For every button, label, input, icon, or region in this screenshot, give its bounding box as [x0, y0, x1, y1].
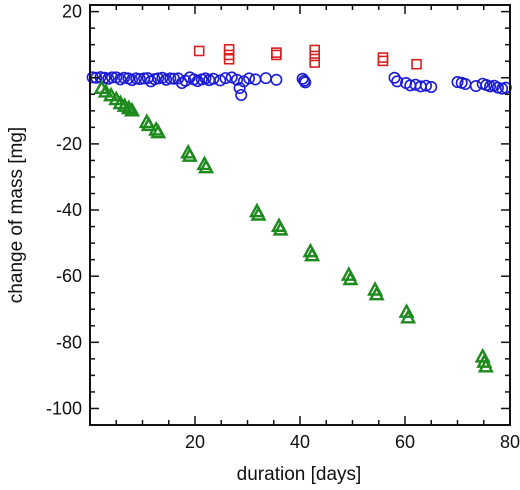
- circle-marker: [270, 73, 283, 86]
- circle-marker: [207, 72, 220, 85]
- square-marker: [271, 47, 282, 58]
- circle-marker: [152, 72, 165, 85]
- triangle-marker: [250, 205, 267, 221]
- triangle-marker: [400, 308, 417, 324]
- triangle-marker: [150, 123, 167, 139]
- axes: 20 40 60 80 20 -20 -40 -60 -80 -100: [46, 2, 520, 452]
- square-marker: [309, 50, 321, 62]
- y-tick-label: -60: [56, 266, 82, 286]
- x-tick-label: 60: [395, 432, 415, 452]
- circle-marker: [243, 72, 256, 85]
- plot-frame: [89, 4, 511, 426]
- circle-marker: [106, 71, 119, 84]
- circle-marker: [118, 71, 131, 84]
- y-tick-label: -80: [56, 332, 82, 352]
- circle-marker: [164, 72, 177, 85]
- circle-marker: [299, 76, 312, 89]
- square-marker: [271, 49, 282, 61]
- y-axis-label: change of mass [mg]: [6, 127, 27, 303]
- y-tick-label: 20: [62, 2, 82, 22]
- circle-marker: [259, 72, 272, 85]
- square-marker: [309, 44, 321, 56]
- square-marker: [377, 52, 389, 63]
- circle-marker: [235, 88, 248, 101]
- square-marker: [309, 57, 321, 68]
- x-tick-label: 40: [290, 432, 310, 452]
- square-marker: [377, 55, 389, 67]
- square-marker: [223, 44, 235, 55]
- square-marker: [223, 53, 235, 65]
- circle-marker: [231, 73, 244, 86]
- triangle-marker: [198, 158, 215, 174]
- circle-marker: [133, 73, 146, 86]
- triangle-marker: [304, 246, 321, 262]
- circle-marker: [451, 76, 464, 89]
- square-marker: [193, 45, 205, 57]
- circle-marker: [469, 80, 482, 93]
- circle-marker: [425, 81, 438, 94]
- square-marker: [411, 58, 422, 70]
- y-tick-label: -100: [46, 398, 82, 418]
- y-tick-label: -20: [56, 134, 82, 154]
- triangle-marker: [140, 116, 157, 132]
- triangle-marker: [477, 357, 494, 373]
- triangle-marker: [102, 86, 120, 102]
- circle-marker: [391, 75, 404, 88]
- triangle-marker: [368, 285, 385, 301]
- triangle-marker: [120, 99, 137, 115]
- x-axis-label: duration [days]: [237, 464, 362, 485]
- circle-marker: [419, 79, 432, 92]
- x-tick-label: 80: [500, 432, 520, 452]
- y-tick-label: -40: [56, 200, 82, 220]
- circle-marker: [484, 80, 497, 93]
- triangle-marker: [123, 101, 141, 117]
- circle-marker: [249, 73, 262, 86]
- triangle-marker: [342, 270, 359, 286]
- triangle-marker: [272, 220, 289, 236]
- x-tick-label: 20: [185, 432, 205, 452]
- triangle-marker: [181, 147, 198, 162]
- circle-marker: [219, 72, 232, 85]
- plot-area: [86, 44, 512, 373]
